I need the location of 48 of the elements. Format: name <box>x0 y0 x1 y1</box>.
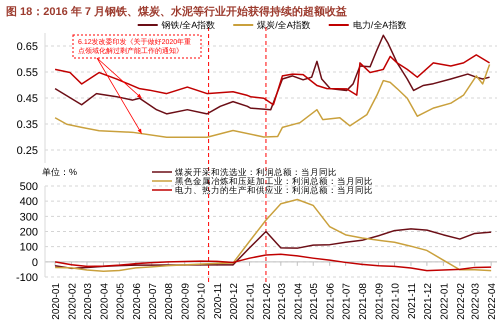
y-tick-label: 0.55 <box>16 67 38 79</box>
x-tick-label: 2020-02 <box>68 282 79 320</box>
y-tick-label: 0 <box>32 256 38 269</box>
y-tick-label: 200 <box>20 226 38 238</box>
x-tick-label: 2022-02 <box>456 282 467 320</box>
x-tick-label: 2021-01 <box>245 282 256 320</box>
x-tick-label: 2020-11 <box>213 282 224 319</box>
x-tick-label: 2020-05 <box>115 282 126 320</box>
legend-label: 电力、热力的生产和供应业：利润总额：当月同比 <box>175 185 373 195</box>
x-tick-label: 2021-03 <box>276 282 288 320</box>
x-tick-label: 2020-06 <box>132 282 143 320</box>
y-tick-label: 100 <box>20 242 38 254</box>
x-tick-label: 2020-09 <box>180 282 192 320</box>
y-tick-label: 400 <box>20 196 38 208</box>
y-tick-label: 500 <box>20 181 38 193</box>
x-tick-label: 2021-10 <box>390 282 402 320</box>
x-tick-label: 2022-04 <box>487 282 498 320</box>
x-tick-label: 2020-08 <box>164 282 176 320</box>
x-tick-label: 2021-06 <box>326 282 337 320</box>
y-tick-label: 0.35 <box>16 119 38 131</box>
y-tick-label: 0.45 <box>16 93 38 105</box>
x-tick-label: 2020-03 <box>82 282 94 320</box>
y-tick-label: 0.65 <box>16 41 38 53</box>
y-tick-label: 0.25 <box>16 145 38 157</box>
legend-label: 煤炭/全A指数 <box>257 20 311 30</box>
x-tick-label: 2021-08 <box>358 282 370 320</box>
x-tick-label: 2021-04 <box>293 282 304 320</box>
x-tick-label: 2022-03 <box>470 282 482 320</box>
y-tick-label: -100 <box>16 272 38 284</box>
legend-label: 煤炭开采和洗选业：利润总额：当月同比 <box>175 167 337 177</box>
x-tick-label: 2021-09 <box>374 282 386 320</box>
y-tick-label: 300 <box>20 211 38 224</box>
legend-label: 电力/全A指数 <box>352 20 406 30</box>
x-tick-label: 2021-05 <box>309 282 320 320</box>
x-tick-label: 2021-02 <box>262 282 273 320</box>
x-tick-label: 2021-11 <box>406 282 418 319</box>
x-tick-label: 2021-12 <box>422 282 434 320</box>
legend-label: 黑色金属冶炼和压延加工业：利润总额：当月同比 <box>175 176 373 186</box>
chart-title: 图 18：2016 年 7 月钢铁、煤炭、水泥等行业开始获得持续的超额收益 <box>6 5 348 18</box>
x-tick-label: 2020-10 <box>196 282 208 320</box>
x-tick-label: 2022-01 <box>439 282 450 320</box>
x-tick-label: 2020-01 <box>51 282 62 320</box>
legend-label: 钢铁/全A指数 <box>160 20 216 30</box>
y-axis-title: 单位：% <box>42 167 78 177</box>
x-tick-label: 2020-04 <box>99 282 110 320</box>
x-tick-label: 2020-12 <box>229 282 240 320</box>
x-tick-label: 2021-07 <box>342 282 353 320</box>
x-tick-label: 2020-07 <box>148 282 159 320</box>
